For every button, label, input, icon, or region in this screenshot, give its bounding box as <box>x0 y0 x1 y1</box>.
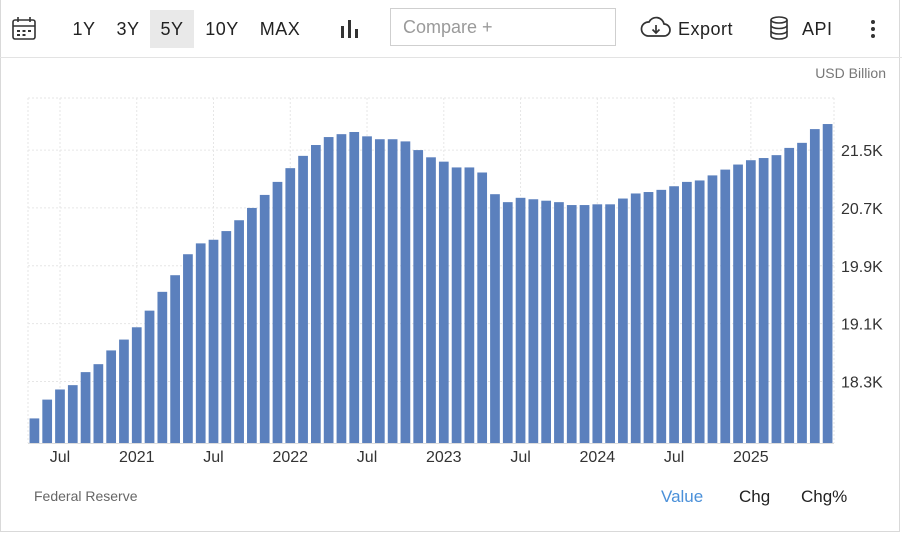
bar <box>451 167 462 443</box>
bar <box>67 385 78 443</box>
bar <box>426 157 436 444</box>
bar <box>682 181 692 444</box>
range-1y-button[interactable]: 1Y <box>72 19 96 39</box>
compare-input[interactable] <box>390 8 616 46</box>
bar <box>541 200 552 443</box>
bar <box>131 327 142 443</box>
bar <box>272 181 283 444</box>
range-3y-button[interactable]: 3Y <box>116 19 140 39</box>
bar <box>643 192 654 443</box>
bar <box>784 147 795 444</box>
bar <box>464 167 475 443</box>
y-tick-label: 18.3K <box>841 375 883 392</box>
bar <box>669 186 679 443</box>
bar <box>413 150 424 443</box>
bar <box>733 164 743 443</box>
bar <box>758 158 769 444</box>
bar <box>195 243 206 443</box>
database-icon[interactable] <box>768 15 790 41</box>
bar <box>528 199 539 443</box>
bar <box>771 155 782 443</box>
range-10y-button[interactable]: 10Y <box>205 19 239 39</box>
bar <box>797 142 807 443</box>
bar <box>298 155 308 443</box>
bar <box>349 131 360 443</box>
x-tick-label: 2023 <box>426 449 462 466</box>
bar <box>477 172 488 443</box>
bar <box>183 254 193 443</box>
bar <box>618 198 628 443</box>
y-tick-label: 20.7K <box>841 201 883 218</box>
tab-value[interactable]: Value <box>661 487 704 506</box>
bar <box>694 180 705 444</box>
bar <box>29 418 40 443</box>
bar <box>157 291 168 443</box>
bar <box>605 204 615 443</box>
cloud-download-icon[interactable] <box>640 16 672 40</box>
bar <box>490 194 500 443</box>
bar <box>170 275 180 443</box>
bar <box>106 350 117 443</box>
api-button[interactable]: API <box>802 19 833 39</box>
tab-chg-percent[interactable]: Chg% <box>801 487 848 506</box>
calendar-icon[interactable] <box>10 16 38 42</box>
y-tick-label: 19.1K <box>841 317 883 334</box>
bar <box>400 141 411 443</box>
source-label: Federal Reserve <box>34 488 138 504</box>
bar <box>809 129 820 443</box>
bar <box>374 139 385 443</box>
x-tick-label: Jul <box>357 449 377 466</box>
bar <box>566 205 577 443</box>
y-tick-label: 19.9K <box>841 259 883 276</box>
bar <box>554 202 564 443</box>
x-tick-label: Jul <box>510 449 530 466</box>
unit-label: USD Billion <box>815 65 886 81</box>
x-tick-label: 2022 <box>272 449 308 466</box>
range-5y-button[interactable]: 5Y <box>150 10 194 48</box>
bar <box>630 193 641 443</box>
bar <box>144 310 155 443</box>
range-max-button[interactable]: MAX <box>259 19 301 39</box>
bar <box>720 169 731 444</box>
bar <box>234 220 244 443</box>
export-button[interactable]: Export <box>678 19 734 39</box>
x-tick-label: Jul <box>203 449 223 466</box>
bar <box>55 389 65 443</box>
bar <box>42 399 53 443</box>
bar <box>502 202 513 443</box>
bar <box>80 372 91 443</box>
x-tick-label: 2021 <box>119 449 155 466</box>
bar <box>323 137 334 443</box>
bar <box>208 239 219 443</box>
bar <box>119 339 129 443</box>
bar <box>221 231 232 443</box>
bar <box>247 207 257 443</box>
bar <box>93 364 104 443</box>
bar <box>592 204 603 443</box>
bar <box>745 160 756 443</box>
toolbar: 1Y 3Y 5Y 10Y MAX Export API <box>0 0 902 58</box>
bar <box>387 139 398 443</box>
bar <box>579 205 590 443</box>
x-tick-label: Jul <box>664 449 684 466</box>
x-tick-label: 2024 <box>580 449 616 466</box>
y-tick-label: 21.5K <box>841 143 883 160</box>
bar <box>515 197 526 443</box>
x-tick-label: Jul <box>50 449 70 466</box>
bar <box>707 175 718 443</box>
chart-type-icon[interactable] <box>338 18 362 40</box>
bar <box>310 145 321 443</box>
bar <box>336 134 347 444</box>
bar <box>362 136 372 444</box>
bar <box>438 161 449 443</box>
bar <box>285 168 296 443</box>
bar <box>656 189 667 443</box>
bar <box>822 124 833 444</box>
bar <box>259 194 270 443</box>
x-tick-label: 2025 <box>733 449 769 466</box>
tab-chg[interactable]: Chg <box>739 487 771 506</box>
more-vertical-icon[interactable] <box>866 18 880 40</box>
